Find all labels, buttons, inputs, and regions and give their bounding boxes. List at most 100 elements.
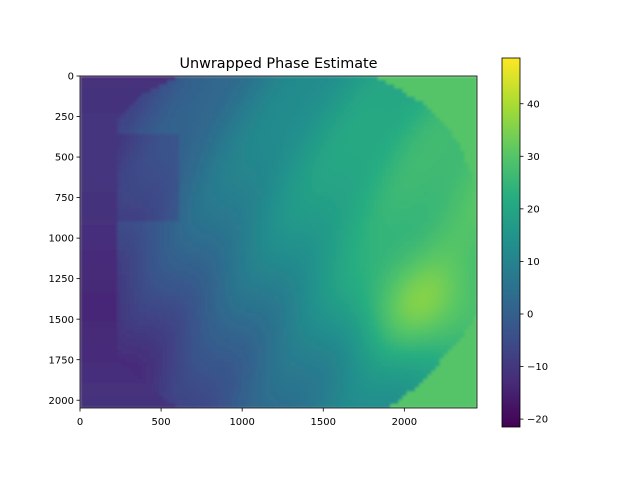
heatmap-cell <box>166 138 172 143</box>
heatmap-cell <box>448 254 453 260</box>
heatmap-cell <box>100 142 106 148</box>
heatmap-cell <box>245 233 251 239</box>
heatmap-cell <box>175 142 180 148</box>
heatmap-cell <box>323 167 329 173</box>
heatmap-cell <box>142 204 147 210</box>
heatmap-cell <box>373 279 379 285</box>
heatmap-cell <box>150 125 156 131</box>
heatmap-cell <box>390 262 395 268</box>
heatmap-cell <box>278 246 284 251</box>
heatmap-cell <box>340 113 346 119</box>
heatmap-cell <box>187 225 193 231</box>
heatmap-cell <box>162 142 168 148</box>
heatmap-cell <box>448 246 453 251</box>
heatmap-cell <box>332 142 337 148</box>
heatmap-cell <box>270 242 275 247</box>
heatmap-cell <box>369 88 375 94</box>
heatmap-cell <box>154 242 160 247</box>
heatmap-cell <box>443 271 449 276</box>
heatmap-cell <box>402 125 408 131</box>
heatmap-cell <box>191 76 197 81</box>
heatmap-cell <box>468 254 474 260</box>
heatmap-cell <box>162 134 168 139</box>
heatmap-cell <box>435 121 441 127</box>
heatmap-cell <box>183 76 189 81</box>
heatmap-cell <box>88 96 94 102</box>
heatmap-cell <box>357 275 362 280</box>
heatmap-cell <box>154 125 160 131</box>
heatmap-cell <box>460 287 466 293</box>
heatmap-cell <box>121 163 127 168</box>
heatmap-cell <box>319 175 325 181</box>
heatmap-cell <box>80 233 85 239</box>
heatmap-cell <box>452 196 457 202</box>
heatmap-cell <box>253 96 259 102</box>
heatmap-cell <box>187 242 193 247</box>
heatmap-cell <box>150 283 156 289</box>
heatmap-cell <box>336 271 342 276</box>
heatmap-cell <box>216 125 222 131</box>
heatmap-cell <box>228 275 234 280</box>
heatmap-cell <box>340 84 346 90</box>
heatmap-cell <box>179 237 184 243</box>
heatmap-cell <box>249 192 255 197</box>
heatmap-cell <box>92 233 98 239</box>
heatmap-cell <box>104 275 110 280</box>
heatmap-cell <box>274 233 280 239</box>
heatmap-cell <box>80 208 85 214</box>
heatmap-cell <box>452 88 457 94</box>
heatmap-cell <box>233 188 238 193</box>
heatmap-cell <box>183 266 189 272</box>
heatmap-cell <box>431 246 437 251</box>
heatmap-cell <box>104 125 110 131</box>
heatmap-cell <box>84 163 89 168</box>
heatmap-cell <box>179 179 184 185</box>
heatmap-cell <box>439 200 445 206</box>
heatmap-cell <box>361 183 366 189</box>
heatmap-cell <box>187 283 193 289</box>
heatmap-cell <box>406 217 412 222</box>
heatmap-cell <box>129 283 135 289</box>
heatmap-cell <box>340 204 346 210</box>
heatmap-cell <box>361 117 366 123</box>
heatmap-cell <box>303 175 309 181</box>
heatmap-cell <box>183 250 189 256</box>
heatmap-cell <box>216 163 222 168</box>
heatmap-cell <box>311 163 317 168</box>
heatmap-cell <box>323 275 329 280</box>
heatmap-cell <box>195 92 201 98</box>
heatmap-cell <box>146 76 151 81</box>
heatmap-cell <box>377 84 383 90</box>
heatmap-cell <box>443 287 449 293</box>
heatmap-cell <box>419 175 424 181</box>
heatmap-cell <box>361 175 366 181</box>
heatmap-cell <box>443 246 449 251</box>
heatmap-cell <box>237 200 242 206</box>
heatmap-cell <box>394 138 400 143</box>
heatmap-cell <box>410 229 416 235</box>
heatmap-cell <box>278 175 284 181</box>
heatmap-cell <box>319 146 325 152</box>
heatmap-cell <box>315 221 321 226</box>
heatmap-cell <box>410 113 416 119</box>
heatmap-cell <box>278 84 284 90</box>
heatmap-cell <box>224 192 230 197</box>
heatmap-cell <box>133 208 139 214</box>
heatmap-cell <box>427 150 433 156</box>
heatmap-cell <box>290 100 296 106</box>
heatmap-cell <box>468 179 474 185</box>
heatmap-cell <box>191 138 197 143</box>
heatmap-cell <box>303 121 309 127</box>
heatmap-cell <box>233 100 238 106</box>
heatmap-cell <box>369 159 375 164</box>
heatmap-cell <box>191 96 197 102</box>
heatmap-cell <box>278 109 284 114</box>
heatmap-cell <box>398 229 404 235</box>
heatmap-cell <box>319 167 325 173</box>
heatmap-cell <box>460 134 466 139</box>
heatmap-cell <box>386 208 391 214</box>
heatmap-cell <box>460 279 466 285</box>
heatmap-cell <box>80 258 85 264</box>
heatmap-cell <box>154 188 160 193</box>
heatmap-cell <box>282 154 288 160</box>
